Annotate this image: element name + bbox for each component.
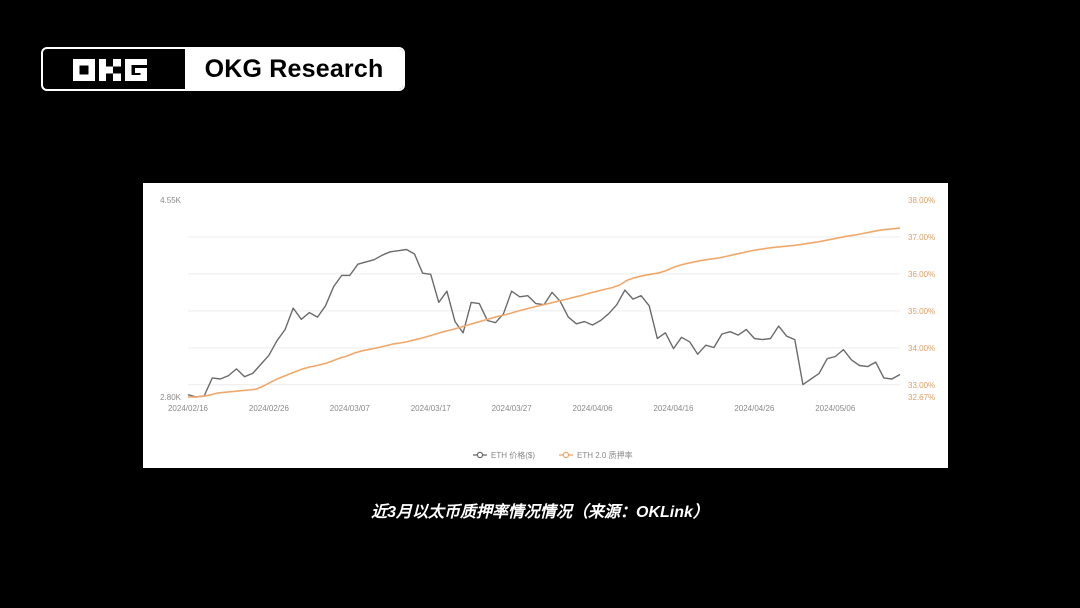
okg-logo-mark [73, 59, 147, 81]
y-right-tick-label: 35.00% [908, 307, 935, 316]
chart-card: 4.55K 2.80K 38.00% 37.00% 36.00% 35.00% 34.00%… [143, 183, 948, 468]
y-left-tick-label: 4.55K [160, 196, 182, 205]
y-right-tick-label: 32.67% [908, 393, 935, 402]
x-tick-label: 2024/05/06 [815, 404, 856, 413]
y-right-tick-label: 36.00% [908, 270, 935, 279]
y-right-tick-label: 37.00% [908, 233, 935, 242]
brand-name: OKG Research [204, 54, 384, 83]
legend-swatch-marker [476, 451, 484, 459]
y-right-tick-label: 38.00% [908, 196, 935, 205]
y-left-tick-label: 2.80K [160, 393, 182, 402]
x-tick-label: 2024/04/16 [653, 404, 694, 413]
staking-rate-chart: 4.55K 2.80K 38.00% 37.00% 36.00% 35.00% 34.00%… [160, 196, 935, 460]
x-tick-label: 2024/04/06 [573, 404, 614, 413]
x-tick-label: 2024/02/16 [168, 404, 209, 413]
okg-research-logo: OKG Research [41, 47, 405, 91]
legend-swatch-marker [562, 451, 570, 459]
x-tick-label: 2024/03/17 [411, 404, 452, 413]
y-right-tick-label: 33.00% [908, 381, 935, 390]
x-tick-label: 2024/04/26 [734, 404, 775, 413]
x-tick-label: 2024/02/26 [249, 404, 290, 413]
eth-price-line [187, 248, 901, 398]
logo-text-panel: OKG Research [185, 49, 403, 89]
y-right-tick-label: 34.00% [908, 344, 935, 353]
legend-staking-rate: ETH 2.0 质押率 [577, 450, 633, 460]
legend-eth-price: ETH 价格($) [491, 450, 535, 460]
staking-rate-line [188, 227, 901, 398]
x-tick-label: 2024/03/07 [330, 404, 371, 413]
x-tick-label: 2024/03/27 [492, 404, 533, 413]
chart-caption: 近3月以太币质押率情况情况（来源：OKLink） [371, 504, 709, 521]
